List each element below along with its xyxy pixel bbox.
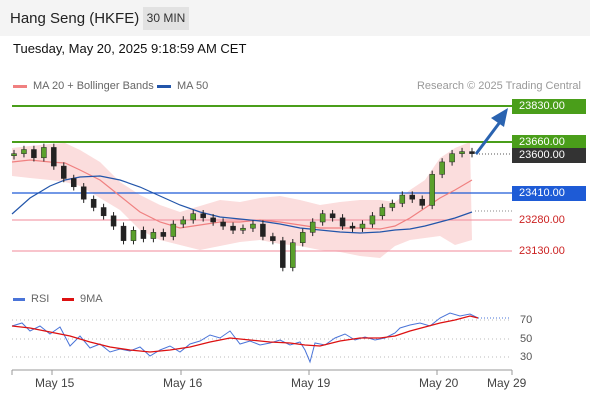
resistance-1-label: 23660.00 [512,135,586,150]
support-1-label: 23280.00 [519,214,565,226]
candle-body [319,213,326,223]
candle-body [80,186,87,200]
ma50-swatch-icon [157,84,171,88]
candle-body [339,217,346,227]
rsi-tick-50: 50 [520,333,533,345]
rsi-ma-swatch-icon [62,297,74,301]
candle-body [100,207,107,217]
candle-body [389,203,396,208]
projection-arrow [474,121,502,155]
candle-body [90,198,97,208]
candlesticks [11,143,475,272]
candle-body [210,217,216,223]
candle-body [70,178,77,188]
candle-body [11,153,17,156]
datetime-label: Tuesday, May 20, 2025 9:18:59 AM CET [13,41,247,56]
candle-body [120,225,127,241]
candle-body [31,149,37,159]
rsi-line [11,312,479,364]
candle-body [200,213,206,219]
candle-body [230,225,236,231]
candle-body [429,174,435,206]
projection-arrowhead-icon [491,108,508,127]
candle-body [419,198,425,206]
timeframe-button[interactable]: 30 MIN [143,7,189,30]
pivot-label: 23410.00 [512,186,586,201]
bollinger-band [12,142,472,258]
candle-body [469,151,475,154]
legend-rsi-ma: 9MA [62,293,103,305]
candle-body [459,151,465,154]
rsi-tick-30: 30 [520,351,533,363]
x-label-may19: May 19 [291,376,331,390]
ma20-swatch-icon [13,84,27,88]
instrument-title: Hang Seng (HKFE) [10,10,140,27]
candle-body [51,147,57,167]
candle-body [359,223,366,229]
header-bar [0,0,590,36]
rsi-ma-legend-label: 9MA [80,293,103,305]
legend-ma50: MA 50 [157,80,208,92]
x-label-may29: May 29 [487,376,527,390]
candle-body [270,236,276,241]
legend-ma20: MA 20 + Bollinger Bands [13,80,154,92]
candle-body [329,213,336,219]
candle-body [190,213,196,221]
x-label-may16: May 16 [163,376,203,390]
candle-body [240,227,246,231]
candle-body [150,232,157,239]
candle-body [409,194,416,200]
candle-body [180,219,187,225]
ma20-legend-label: MA 20 + Bollinger Bands [33,80,154,92]
resistance-2-label: 23830.00 [512,99,586,114]
candle-body [160,232,167,237]
candle-body [170,223,177,237]
candle-body [299,232,306,243]
rsi-ma-line [11,315,479,353]
candle-body [309,221,316,233]
candle-body [449,153,455,163]
ma20-line [11,159,473,230]
candle-body [130,230,137,241]
support-2-label: 23130.00 [519,245,565,257]
rsi-tick-70: 70 [520,314,533,326]
last-price-label: 23600.00 [512,148,586,163]
candle-body [379,207,386,217]
candle-body [260,223,266,237]
candle-body [61,165,67,179]
candle-body [280,240,286,268]
x-label-may20: May 20 [419,376,459,390]
candle-body [110,215,117,227]
ma50-legend-label: MA 50 [177,80,209,92]
rsi-legend-label: RSI [31,293,50,305]
candle-body [220,221,226,227]
rsi-swatch-icon [13,297,25,301]
candle-body [140,230,147,239]
candle-body [349,225,356,229]
candle-body [369,215,376,225]
candle-body [41,147,47,159]
candle-body [439,161,445,175]
x-label-may15: May 15 [35,376,75,390]
ma50-line [11,175,473,234]
candle-body [250,223,256,229]
candle-body [21,149,27,154]
candle-body [290,242,296,268]
legend-rsi: RSI [13,293,49,305]
research-credit: Research © 2025 Trading Central [416,80,581,92]
candle-body [399,194,406,204]
